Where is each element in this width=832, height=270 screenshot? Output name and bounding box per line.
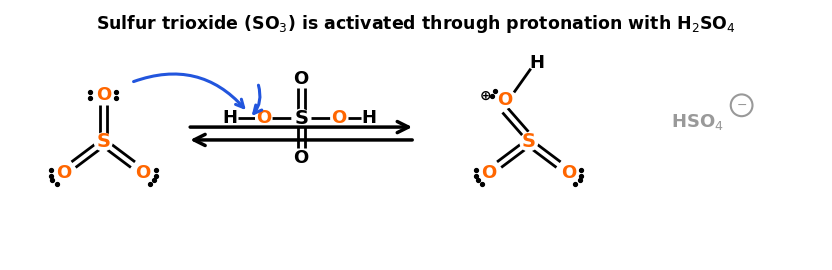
Text: S: S	[522, 132, 536, 151]
Text: O: O	[294, 149, 309, 167]
Text: −: −	[736, 99, 747, 112]
Text: O: O	[294, 70, 309, 87]
Circle shape	[96, 87, 111, 103]
Text: Sulfur trioxide (SO$_3$) is activated through protonation with H$_2$SO$_4$: Sulfur trioxide (SO$_3$) is activated th…	[96, 13, 736, 35]
Text: H: H	[361, 109, 376, 127]
Circle shape	[255, 110, 271, 126]
Text: O: O	[498, 91, 513, 109]
Text: O: O	[331, 109, 346, 127]
Circle shape	[56, 165, 72, 181]
Circle shape	[561, 165, 577, 181]
Text: O: O	[561, 164, 576, 182]
Text: O: O	[136, 164, 151, 182]
Circle shape	[94, 133, 112, 151]
Text: O: O	[256, 109, 271, 127]
Circle shape	[135, 165, 151, 181]
Text: O: O	[482, 164, 497, 182]
Circle shape	[223, 111, 237, 125]
Text: S: S	[97, 132, 111, 151]
Text: O: O	[96, 86, 111, 104]
Circle shape	[331, 110, 347, 126]
Text: S: S	[295, 109, 308, 128]
Circle shape	[498, 92, 513, 108]
Circle shape	[292, 109, 310, 127]
Circle shape	[293, 71, 310, 86]
Text: H: H	[222, 109, 237, 127]
Circle shape	[520, 133, 537, 151]
Circle shape	[293, 150, 310, 166]
Circle shape	[530, 56, 543, 70]
Text: HSO$_4$: HSO$_4$	[671, 112, 724, 132]
Text: ⊕: ⊕	[479, 88, 491, 102]
Text: H: H	[529, 54, 544, 72]
Circle shape	[482, 165, 498, 181]
Text: O: O	[56, 164, 72, 182]
